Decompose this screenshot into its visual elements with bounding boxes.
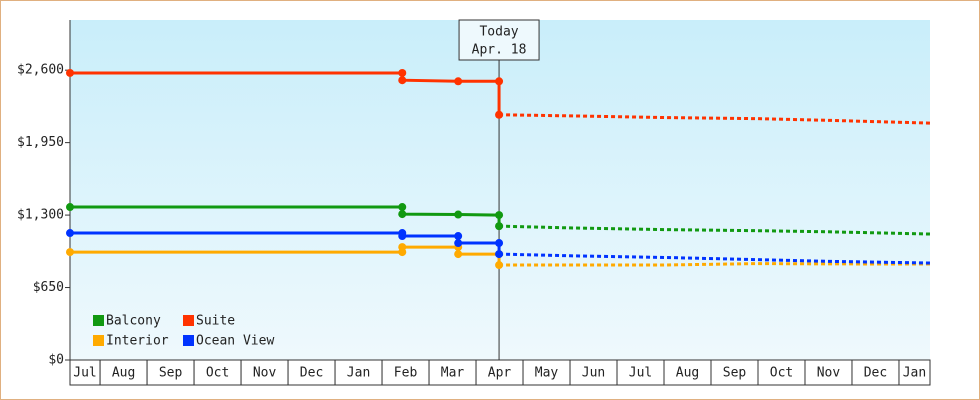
- legend-label: Balcony: [106, 314, 161, 329]
- point: [495, 211, 504, 220]
- x-tick-label: Nov: [817, 366, 841, 381]
- y-tick-label: $650: [33, 280, 64, 295]
- y-tick-label: $2,600: [17, 63, 64, 78]
- today-label: Apr. 18: [472, 43, 527, 58]
- point: [495, 110, 504, 119]
- point: [454, 239, 463, 248]
- x-tick-label: Apr: [488, 366, 512, 381]
- legend-label: Ocean View: [196, 334, 274, 349]
- month-box: [663, 359, 712, 386]
- x-tick-label: Aug: [112, 366, 135, 381]
- point: [66, 248, 74, 257]
- legend-label: Suite: [196, 314, 235, 329]
- point: [454, 77, 463, 86]
- x-tick-label: Dec: [864, 366, 887, 381]
- series-line: [70, 71, 501, 115]
- x-tick-label: Dec: [300, 366, 323, 381]
- today-box: [458, 19, 540, 61]
- x-tick-label: Jul: [73, 366, 96, 381]
- legend-swatch: [93, 315, 104, 326]
- month-box: [851, 359, 900, 386]
- x-tick-label: Jan: [347, 366, 370, 381]
- point: [66, 68, 74, 77]
- x-tick-label: Mar: [441, 366, 465, 381]
- x-tick-label: Jan: [903, 366, 926, 381]
- x-tick-label: Sep: [159, 366, 183, 381]
- forecast-line: [499, 262, 931, 267]
- point: [398, 210, 407, 219]
- x-tick-label: Jun: [582, 366, 605, 381]
- x-tick-label: Oct: [206, 366, 229, 381]
- month-box: [569, 359, 618, 386]
- forecast-line: [499, 252, 931, 265]
- point: [495, 261, 504, 270]
- point: [398, 243, 407, 252]
- forecast-line: [499, 113, 931, 125]
- x-tick-label: Feb: [394, 366, 418, 381]
- x-tick-label: Jul: [629, 366, 652, 381]
- plot-area: [70, 20, 930, 360]
- point: [66, 229, 74, 238]
- point: [495, 77, 504, 86]
- y-tick-label: $1,950: [17, 135, 64, 150]
- point: [495, 239, 504, 248]
- today-label: Today: [479, 25, 518, 40]
- y-tick-label: $0: [48, 353, 64, 368]
- point: [398, 68, 407, 77]
- month-box: [898, 359, 931, 386]
- month-box: [804, 359, 853, 386]
- legend-label: Interior: [106, 334, 169, 349]
- x-tick-label: Sep: [723, 366, 747, 381]
- x-tick-label: Nov: [253, 366, 277, 381]
- month-box: [381, 359, 430, 386]
- forecast-line: [499, 224, 931, 236]
- x-tick-label: Oct: [770, 366, 793, 381]
- point: [454, 232, 463, 241]
- x-tick-label: May: [535, 366, 559, 381]
- legend-swatch: [93, 335, 104, 346]
- point: [454, 210, 463, 219]
- legend-swatch: [183, 315, 194, 326]
- y-tick-label: $1,300: [17, 208, 64, 223]
- month-box: [710, 359, 759, 386]
- point: [454, 250, 463, 259]
- point: [398, 232, 407, 241]
- point: [66, 203, 74, 212]
- point: [495, 250, 504, 259]
- point: [398, 76, 407, 85]
- point: [495, 222, 504, 231]
- point: [398, 203, 407, 212]
- x-tick-label: Aug: [676, 366, 699, 381]
- legend-swatch: [183, 335, 194, 346]
